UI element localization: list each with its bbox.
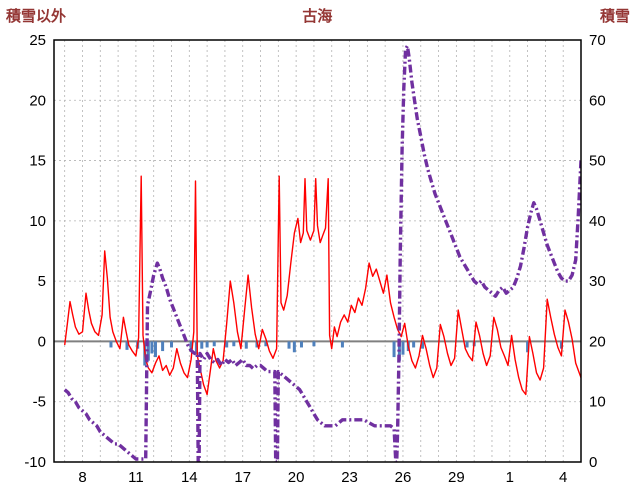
bar: [264, 341, 268, 347]
bar: [244, 341, 248, 349]
right-axis-tick-label: 40: [589, 213, 606, 230]
bar: [212, 341, 216, 347]
bar: [205, 341, 209, 348]
left-axis-tick-label: 20: [29, 92, 46, 109]
bar: [189, 341, 193, 352]
right-axis-tick-label: 20: [589, 333, 606, 350]
series-group: [63, 44, 581, 462]
right-axis-tick-label: 60: [589, 92, 606, 109]
left-axis-tick-label: 0: [38, 333, 46, 350]
left-axis-title: 積雪以外: [6, 8, 67, 25]
x-axis-tick-label: 20: [288, 469, 305, 486]
bar: [292, 341, 296, 353]
red-line-series: [64, 175, 581, 396]
x-axis-tick-label: 17: [234, 469, 251, 486]
right-axis-tick-label: 50: [589, 153, 606, 170]
bar: [412, 341, 416, 348]
right-axis-title: 積雪: [599, 8, 630, 25]
purple-line-series: [63, 44, 581, 462]
left-axis-tick-label: 10: [29, 213, 46, 230]
x-axis-tick-label: 8: [78, 469, 86, 486]
right-axis-tick-label: 70: [589, 32, 606, 49]
bar: [299, 341, 303, 348]
bar: [392, 341, 396, 358]
bar: [340, 341, 344, 348]
right-axis-tick-label: 10: [589, 394, 606, 411]
left-axis-tick-label: -5: [33, 394, 46, 411]
x-axis-tick-label: 23: [341, 469, 358, 486]
bar: [526, 341, 530, 353]
left-axis-tick-label: 5: [38, 273, 46, 290]
x-axis-tick-label: 29: [448, 469, 465, 486]
plot-background: [54, 40, 581, 462]
left-axis-tick-label: -10: [24, 454, 46, 471]
x-axis-tick-label: 14: [181, 469, 198, 486]
bar: [465, 341, 469, 348]
left-axis-tick-label: 15: [29, 153, 46, 170]
bar: [232, 341, 236, 347]
bar: [150, 341, 154, 354]
bar: [312, 341, 316, 347]
x-axis-tick-label: 26: [395, 469, 412, 486]
left-axis-tick-label: 25: [29, 32, 46, 49]
bar: [194, 341, 198, 355]
bar: [225, 341, 229, 348]
bar: [401, 341, 405, 355]
plot-frame: [53, 39, 582, 463]
bar: [421, 341, 425, 349]
bar: [109, 341, 113, 348]
right-axis-tick-label: 0: [589, 454, 597, 471]
right-axis-tick-label: 30: [589, 273, 606, 290]
x-axis-tick-label: 4: [559, 469, 567, 486]
bar: [125, 341, 129, 350]
x-axis-tick-label: 1: [506, 469, 514, 486]
bar: [559, 341, 563, 349]
bar: [200, 341, 204, 349]
x-axis-tick-label: 11: [128, 469, 144, 486]
bar: [170, 341, 174, 348]
chart-title: 古海: [302, 8, 333, 25]
bar: [287, 341, 291, 349]
bar: [161, 341, 165, 352]
bar: [153, 341, 157, 358]
